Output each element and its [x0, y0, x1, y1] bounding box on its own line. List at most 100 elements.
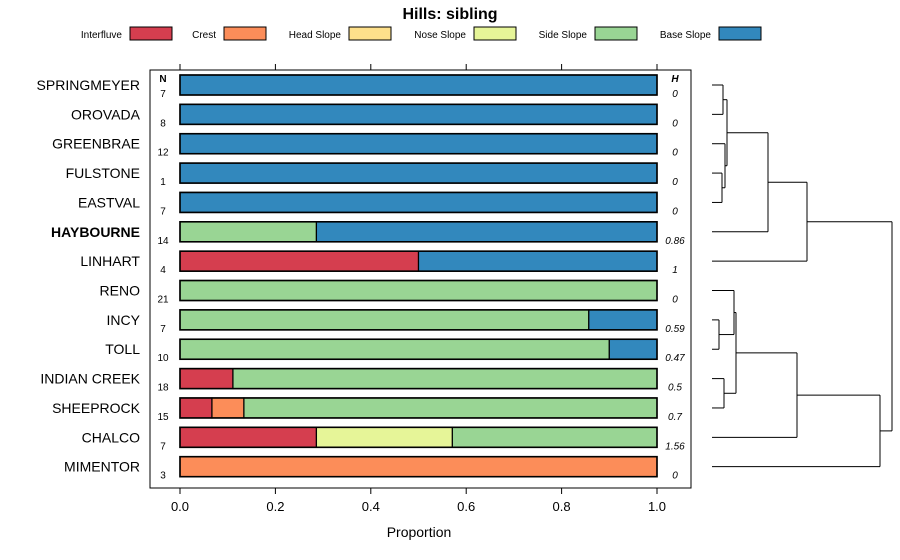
n-value: 7: [160, 89, 166, 100]
chart-title: Hills: sibling: [402, 6, 497, 23]
bar-segment: [179, 368, 234, 390]
bar-segment: [179, 133, 658, 155]
bar-outline: [179, 338, 658, 361]
legend-label: Crest: [192, 30, 216, 41]
bar-segment: [179, 74, 658, 96]
h-value: 0: [672, 177, 678, 188]
row-label: SPRINGMEYER: [37, 77, 140, 93]
n-column-header: N: [159, 74, 166, 85]
bar-segment: [608, 338, 658, 360]
bar-segment: [179, 338, 610, 360]
legend: Interfluve Crest Head Slope Nose Slope Side …: [81, 26, 762, 41]
h-value: 0.5: [668, 383, 682, 394]
bar-segment: [179, 279, 658, 302]
row-label: SHEEPROCK: [52, 400, 141, 416]
h-value: 0: [672, 148, 678, 159]
legend-swatch: [718, 26, 762, 41]
h-value: 0.59: [665, 324, 685, 335]
h-value: 1.56: [665, 441, 685, 452]
bar-segment: [179, 221, 318, 243]
n-value: 10: [157, 353, 169, 364]
bar-rows: SPRINGMEYER 7 0 OROVADA 8 0 GREENBRAE 12 0 FULSTO…: [37, 74, 685, 482]
bar-segment: [179, 250, 420, 272]
h-value: 0: [672, 118, 678, 129]
row-label: EASTVAL: [78, 194, 140, 210]
bar-segment: [315, 221, 658, 243]
x-tick-label: 0.4: [362, 499, 380, 514]
row-label: GREENBRAE: [52, 136, 140, 152]
row-label: LINHART: [80, 253, 140, 269]
legend-label: Side Slope: [539, 30, 588, 41]
bar-outline: [179, 367, 658, 390]
bar-segment: [232, 368, 658, 390]
n-value: 12: [157, 148, 169, 159]
row-label: TOLL: [105, 341, 140, 357]
bar-outline: [179, 279, 658, 302]
n-value: 14: [157, 236, 169, 247]
bar-outline: [179, 221, 658, 243]
bar-outline: [179, 103, 658, 126]
h-column-header: H: [671, 74, 679, 85]
row-label: HAYBOURNE: [51, 224, 140, 240]
n-value: 7: [160, 324, 166, 335]
legend-label: Interfluve: [81, 30, 123, 41]
h-value: 0: [672, 206, 678, 217]
bar-outline: [179, 132, 658, 155]
legend-swatch: [223, 26, 267, 41]
bar-segment: [588, 309, 658, 331]
bar-segment: [315, 426, 453, 448]
bar-segment: [179, 191, 658, 214]
n-value: 21: [157, 295, 169, 306]
x-tick-label: 0.0: [171, 499, 189, 514]
n-value: 8: [160, 118, 166, 129]
bar-segment: [179, 397, 213, 419]
dendrogram: [712, 84, 893, 468]
x-axis-title: Proportion: [387, 524, 452, 540]
legend-swatch: [594, 26, 638, 41]
bar-segment: [417, 250, 658, 272]
h-value: 0.7: [668, 412, 682, 423]
bar-segment: [211, 397, 245, 419]
bar-segment: [179, 103, 658, 125]
h-value: 0: [672, 89, 678, 100]
legend-label: Nose Slope: [414, 30, 466, 41]
x-tick-label: 0.2: [266, 499, 284, 514]
bar-outline: [179, 162, 658, 184]
bar-outline: [179, 455, 658, 478]
n-value: 3: [160, 471, 166, 482]
row-label: INDIAN CREEK: [40, 371, 140, 387]
row-label: INCY: [107, 312, 141, 328]
bar-outline: [179, 309, 658, 331]
x-axis: 0.0 0.2 0.4 0.6 0.8 1.0: [171, 64, 666, 514]
h-value: 0: [672, 295, 678, 306]
bar-segment: [179, 309, 590, 331]
row-label: OROVADA: [71, 106, 141, 122]
bar-segment: [243, 397, 658, 419]
n-value: 4: [160, 265, 166, 276]
h-value: 0.86: [665, 236, 685, 247]
x-tick-label: 0.8: [553, 499, 571, 514]
bar-outline: [179, 191, 658, 214]
n-value: 18: [157, 383, 169, 394]
row-label: RENO: [100, 283, 141, 299]
bar-outline: [179, 74, 658, 96]
n-value: 7: [160, 206, 166, 217]
row-label: FULSTONE: [66, 165, 140, 181]
row-label: CHALCO: [82, 429, 140, 445]
bar-outline: [179, 250, 658, 272]
legend-swatch: [348, 26, 392, 41]
h-value: 1: [672, 265, 678, 276]
legend-label: Base Slope: [660, 30, 712, 41]
n-value: 1: [160, 177, 166, 188]
bar-segment: [179, 426, 318, 448]
bar-segment: [179, 456, 658, 478]
bar-segment: [451, 426, 658, 448]
legend-swatch: [473, 26, 517, 41]
n-value: 15: [157, 412, 169, 423]
n-value: 7: [160, 441, 166, 452]
x-tick-label: 1.0: [648, 499, 666, 514]
h-value: 0: [672, 471, 678, 482]
plot-frame: [149, 69, 692, 489]
row-label: MIMENTOR: [64, 459, 140, 475]
